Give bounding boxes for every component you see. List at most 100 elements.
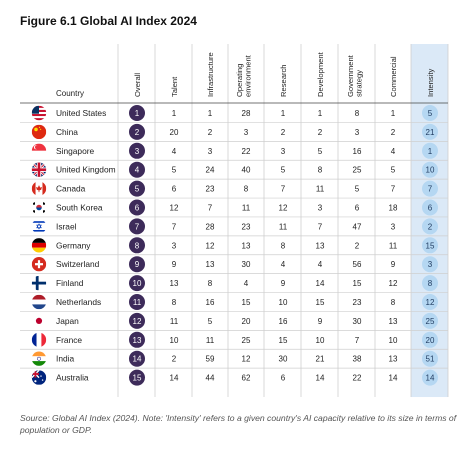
rank-value: 11: [242, 204, 251, 213]
rank-value: 7: [318, 222, 323, 231]
overall-rank-marker: [129, 294, 145, 310]
rank-value: 1: [208, 109, 213, 118]
overall-rank-marker: [129, 331, 145, 348]
intensity-rank-marker: [422, 256, 438, 273]
overall-rank-value: 15: [133, 374, 142, 383]
country-label: Australia: [56, 373, 89, 383]
overall-rank-value: 11: [133, 298, 142, 307]
rank-value: 6: [355, 204, 360, 213]
rank-value: 22: [353, 374, 362, 383]
intensity-rank-value: 21: [426, 128, 435, 137]
rank-value: 8: [355, 109, 360, 118]
intensity-rank-value: 2: [428, 222, 433, 231]
rank-value: 1: [391, 109, 396, 118]
uk-flag-icon: [31, 162, 47, 177]
sg-flag-icon: [31, 143, 47, 158]
rank-value: 14: [316, 374, 325, 383]
rank-value: 3: [172, 241, 177, 250]
rank-value: 2: [172, 355, 177, 364]
overall-rank-value: 3: [135, 147, 140, 156]
cn-flag-icon: [31, 124, 47, 140]
rank-value: 15: [353, 279, 362, 288]
rank-value: 8: [318, 166, 323, 175]
intensity-rank-value: 6: [428, 204, 433, 213]
country-label: United Kingdom: [56, 165, 116, 175]
jp-flag-icon: [31, 313, 47, 329]
country-label: China: [56, 127, 78, 137]
intensity-rank-value: 5: [428, 109, 433, 118]
overall-rank-value: 6: [135, 204, 140, 213]
rank-value: 23: [206, 185, 215, 194]
rank-value: 15: [279, 336, 288, 345]
rank-value: 10: [389, 336, 398, 345]
rank-value: 3: [318, 204, 323, 213]
overall-rank-value: 9: [135, 260, 140, 269]
rank-value: 4: [318, 260, 323, 269]
rank-value: 7: [355, 336, 360, 345]
rank-value: 8: [281, 241, 286, 250]
rank-value: 24: [206, 166, 215, 175]
column-header: Operatingenvironment: [235, 54, 253, 97]
rank-value: 38: [353, 355, 362, 364]
country-label: Switzerland: [56, 259, 100, 269]
rank-value: 1: [172, 109, 177, 118]
intensity-rank-value: 7: [428, 185, 433, 194]
rank-value: 13: [242, 241, 251, 250]
rank-value: 6: [172, 185, 177, 194]
intensity-rank-value: 14: [426, 374, 435, 383]
rank-value: 2: [391, 128, 396, 137]
intensity-rank-value: 12: [426, 298, 435, 307]
rank-value: 5: [391, 166, 396, 175]
rank-value: 20: [170, 128, 179, 137]
row-header-label: Country: [56, 89, 84, 98]
intensity-rank-marker: [422, 218, 438, 235]
kr-flag-icon: [31, 200, 47, 215]
intensity-rank-marker: [422, 123, 438, 140]
rank-value: 23: [353, 298, 362, 307]
country-label: United States: [56, 108, 106, 118]
overall-rank-value: 13: [133, 336, 142, 345]
overall-rank-value: 5: [135, 185, 140, 194]
column-header: Talent: [170, 76, 179, 97]
country-label: Japan: [56, 316, 79, 326]
overall-rank-marker: [129, 369, 145, 386]
rank-value: 10: [279, 298, 288, 307]
rank-value: 30: [242, 260, 251, 269]
rank-value: 8: [391, 298, 396, 307]
rank-value: 14: [389, 374, 398, 383]
overall-rank-marker: [129, 256, 145, 273]
rank-value: 12: [170, 204, 179, 213]
rank-value: 25: [353, 166, 362, 175]
rank-value: 7: [391, 185, 396, 194]
rank-value: 7: [172, 222, 177, 231]
intensity-rank-marker: [422, 275, 438, 292]
column-header: Governmentstrategy: [346, 54, 364, 97]
rank-value: 4: [244, 279, 249, 288]
country-label: Finland: [56, 278, 84, 288]
rank-value: 13: [170, 279, 179, 288]
overall-rank-value: 2: [135, 128, 140, 137]
rank-value: 3: [355, 128, 360, 137]
rank-value: 13: [389, 355, 398, 364]
rank-value: 62: [242, 374, 251, 383]
rank-value: 44: [206, 374, 215, 383]
rank-value: 12: [389, 279, 398, 288]
rank-value: 8: [244, 185, 249, 194]
rank-value: 10: [316, 336, 325, 345]
column-header: Overall: [133, 73, 142, 97]
rank-value: 7: [208, 204, 213, 213]
rank-value: 16: [206, 298, 215, 307]
intensity-rank-value: 15: [426, 241, 435, 250]
rank-value: 3: [208, 147, 213, 156]
rank-value: 11: [206, 336, 215, 345]
rank-value: 2: [318, 128, 323, 137]
country-label: Israel: [56, 221, 77, 231]
overall-rank-value: 4: [135, 166, 140, 175]
country-label: Singapore: [56, 146, 95, 156]
rank-value: 5: [355, 185, 360, 194]
il-flag-icon: [31, 219, 47, 234]
intensity-rank-marker: [422, 142, 438, 159]
rank-value: 40: [242, 166, 251, 175]
intensity-rank-marker: [422, 350, 438, 367]
intensity-rank-marker: [422, 331, 438, 348]
